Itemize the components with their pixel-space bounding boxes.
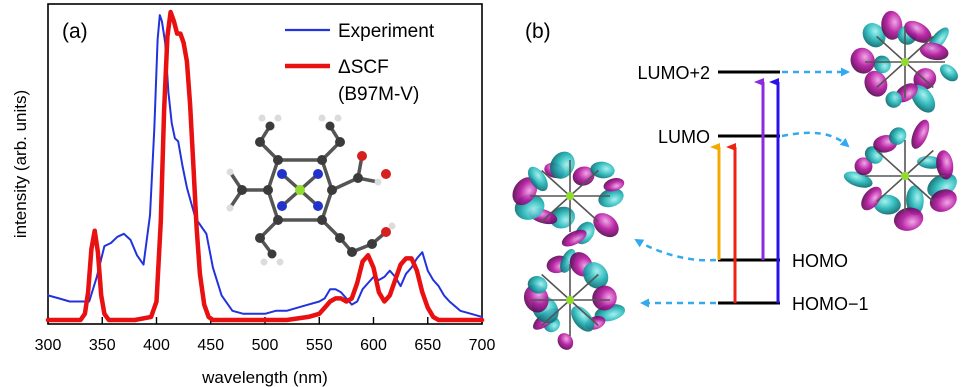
x-tick-label: 600 [360,337,387,354]
negative-lobe [592,285,617,311]
negative-lobe [861,186,882,211]
legend: Experiment ΔSCF (B97M-V) [285,21,435,105]
dashed-arrow-lumo [781,131,850,148]
molecule-skeleton [865,140,945,212]
positive-lobe [550,151,575,179]
positive-lobe [940,64,958,82]
panel-a-label: (a) [62,20,88,43]
experiment-line [47,14,483,318]
legend-calc-label-2: (B97M-V) [338,84,419,105]
negative-lobe [572,166,595,186]
negative-lobe [929,189,957,212]
negative-lobe [557,333,574,350]
negative-lobe [936,150,954,180]
x-tick-label: 450 [197,337,224,354]
molecule-structure-image [226,114,396,266]
molecule-skeleton [530,160,610,232]
x-tick-label: 350 [89,337,116,354]
negative-lobe [881,10,903,40]
x-axis-ticks: 300 350 400 450 500 550 600 650 700 [35,317,496,354]
positive-lobe [527,166,548,192]
positive-lobe [889,127,907,145]
negative-lobe [864,70,888,97]
negative-lobe [512,177,538,206]
positive-lobe [873,55,891,74]
x-tick-label: 400 [143,337,170,354]
negative-lobe [911,119,930,149]
legend-calc-label-1: ΔSCF [338,57,389,78]
positive-lobe [571,306,595,332]
x-tick-label: 300 [35,337,62,354]
molecule-skeleton [865,26,945,98]
y-axis-label: intensity (arb. units) [11,90,30,238]
positive-lobe [549,206,576,229]
metal-center [901,172,909,180]
negative-lobe [904,20,932,43]
legend-experiment-label: Experiment [338,21,435,42]
x-tick-label: 550 [306,337,333,354]
positive-lobe [590,161,615,179]
negative-lobe [919,42,949,61]
negative-lobe [893,207,924,231]
x-tick-label: 650 [414,337,441,354]
level-label-homo-minus-1: HOMO−1 [792,294,869,314]
calc-line [45,9,485,323]
positive-lobe [598,188,624,208]
level-label-lumo-plus-2: LUMO+2 [637,63,710,83]
positive-lobe [873,194,901,215]
dashed-arrow-homo [634,238,717,262]
negative-lobe [603,178,625,192]
metal-center [901,58,909,66]
orbital-image-lumo [843,119,957,231]
positive-lobe [527,276,548,294]
level-label-lumo: LUMO [658,127,710,147]
positive-lobe [885,91,902,108]
metal-center [566,296,574,304]
spectrum-panel: 300 350 400 450 500 550 600 650 700 (a) waveleng… [11,3,496,387]
orbital-image-homo-minus-1 [523,249,626,350]
orbital-diagram-panel: (b) LUMO+2 LUMO HOMO HOMO−1 [512,10,958,350]
panel-b-label: (b) [525,20,551,43]
positive-lobe [862,23,886,48]
x-tick-label: 500 [252,337,279,354]
orbital-image-lumo-plus-2 [850,10,958,113]
orbital-image-homo [512,151,625,247]
negative-lobe [561,229,587,247]
level-label-homo: HOMO [792,251,848,271]
molecule-skeleton [530,264,610,336]
negative-lobe [593,213,619,238]
negative-lobe [854,157,873,176]
series-lines [45,9,485,323]
x-axis-label: wavelength (nm) [201,368,328,387]
metal-center [566,192,574,200]
x-tick-label: 700 [469,337,496,354]
negative-lobe [850,47,875,74]
